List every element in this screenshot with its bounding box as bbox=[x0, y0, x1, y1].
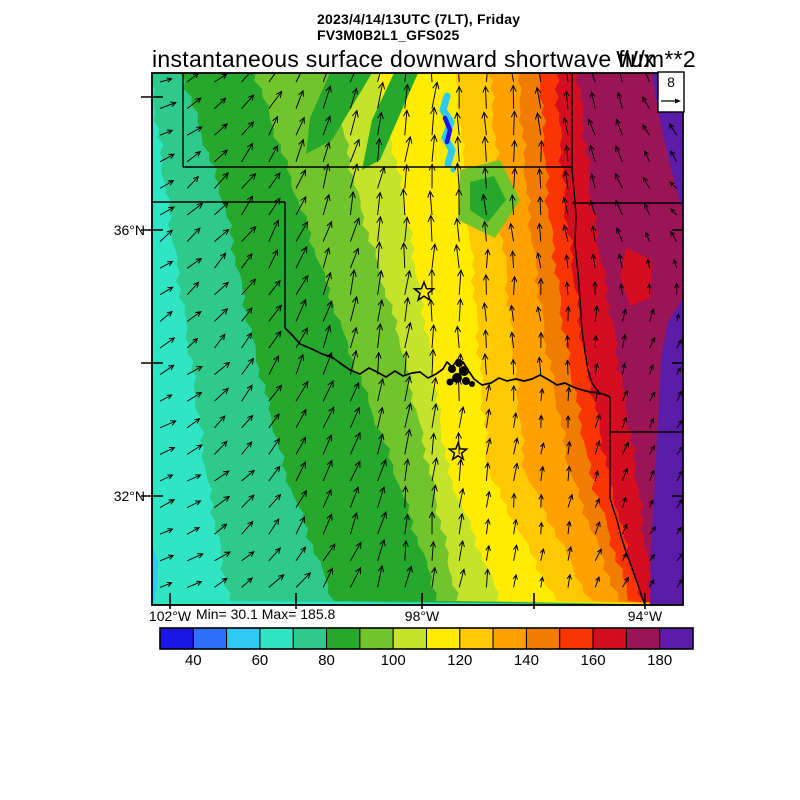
colorbar-cell bbox=[625, 627, 661, 650]
vector-reference-value: 8 bbox=[667, 74, 675, 90]
lake-blob bbox=[446, 359, 475, 387]
colorbar-cell bbox=[292, 627, 328, 650]
colorbar-cell bbox=[525, 627, 561, 650]
colorbar-label: 140 bbox=[513, 652, 539, 669]
plot-title: instantaneous surface downward shortwave… bbox=[152, 46, 656, 72]
colorbar-cell bbox=[359, 627, 394, 650]
map-frame bbox=[151, 72, 684, 606]
vector-reference-box bbox=[657, 71, 685, 113]
lat-label: 36°N bbox=[113, 222, 145, 238]
colorbar bbox=[159, 627, 694, 650]
contour-bands bbox=[152, 73, 683, 605]
header-datetime: 2023/4/14/13UTC (7LT), Friday bbox=[317, 11, 521, 27]
colorbar-cell bbox=[259, 627, 294, 650]
colorbar-label: 60 bbox=[251, 652, 269, 669]
cloud-low-flux-patch bbox=[439, 92, 456, 173]
colorbar-cell bbox=[459, 627, 494, 650]
colorbar-label: 180 bbox=[647, 652, 673, 669]
colorbar-cell bbox=[392, 627, 427, 650]
wind-arrows bbox=[159, 73, 683, 588]
lon-label: 94°W bbox=[627, 608, 663, 624]
city-star-markers bbox=[412, 279, 469, 462]
colorbar-cell bbox=[592, 627, 627, 650]
colorbar-cell bbox=[559, 627, 594, 650]
lat-label: 32°N bbox=[113, 488, 145, 504]
colorbar-cell bbox=[659, 627, 694, 650]
state-borders bbox=[152, 73, 683, 605]
lon-label: 102°W bbox=[148, 608, 192, 624]
minmax-readout: Min= 30.1 Max= 185.8 bbox=[196, 606, 336, 622]
header-model-run: FV3M0B2L1_GFS025 bbox=[317, 27, 460, 43]
colorbar-label: 80 bbox=[318, 652, 335, 669]
colorbar-label: 40 bbox=[184, 652, 202, 669]
contour-patches bbox=[152, 73, 683, 605]
colorbar-cell bbox=[226, 627, 261, 650]
colorbar-cell bbox=[426, 627, 461, 650]
plot-units: W/m**2 bbox=[616, 46, 696, 72]
colorbar-cell bbox=[159, 627, 194, 650]
colorbar-cell bbox=[326, 627, 361, 650]
lon-label: 98°W bbox=[404, 608, 440, 624]
colorbar-cell bbox=[492, 627, 527, 650]
colorbar-label: 100 bbox=[380, 652, 406, 669]
colorbar-label: 120 bbox=[447, 652, 473, 669]
colorbar-cell bbox=[192, 627, 228, 650]
red-river bbox=[284, 327, 611, 398]
colorbar-label: 160 bbox=[580, 652, 606, 669]
